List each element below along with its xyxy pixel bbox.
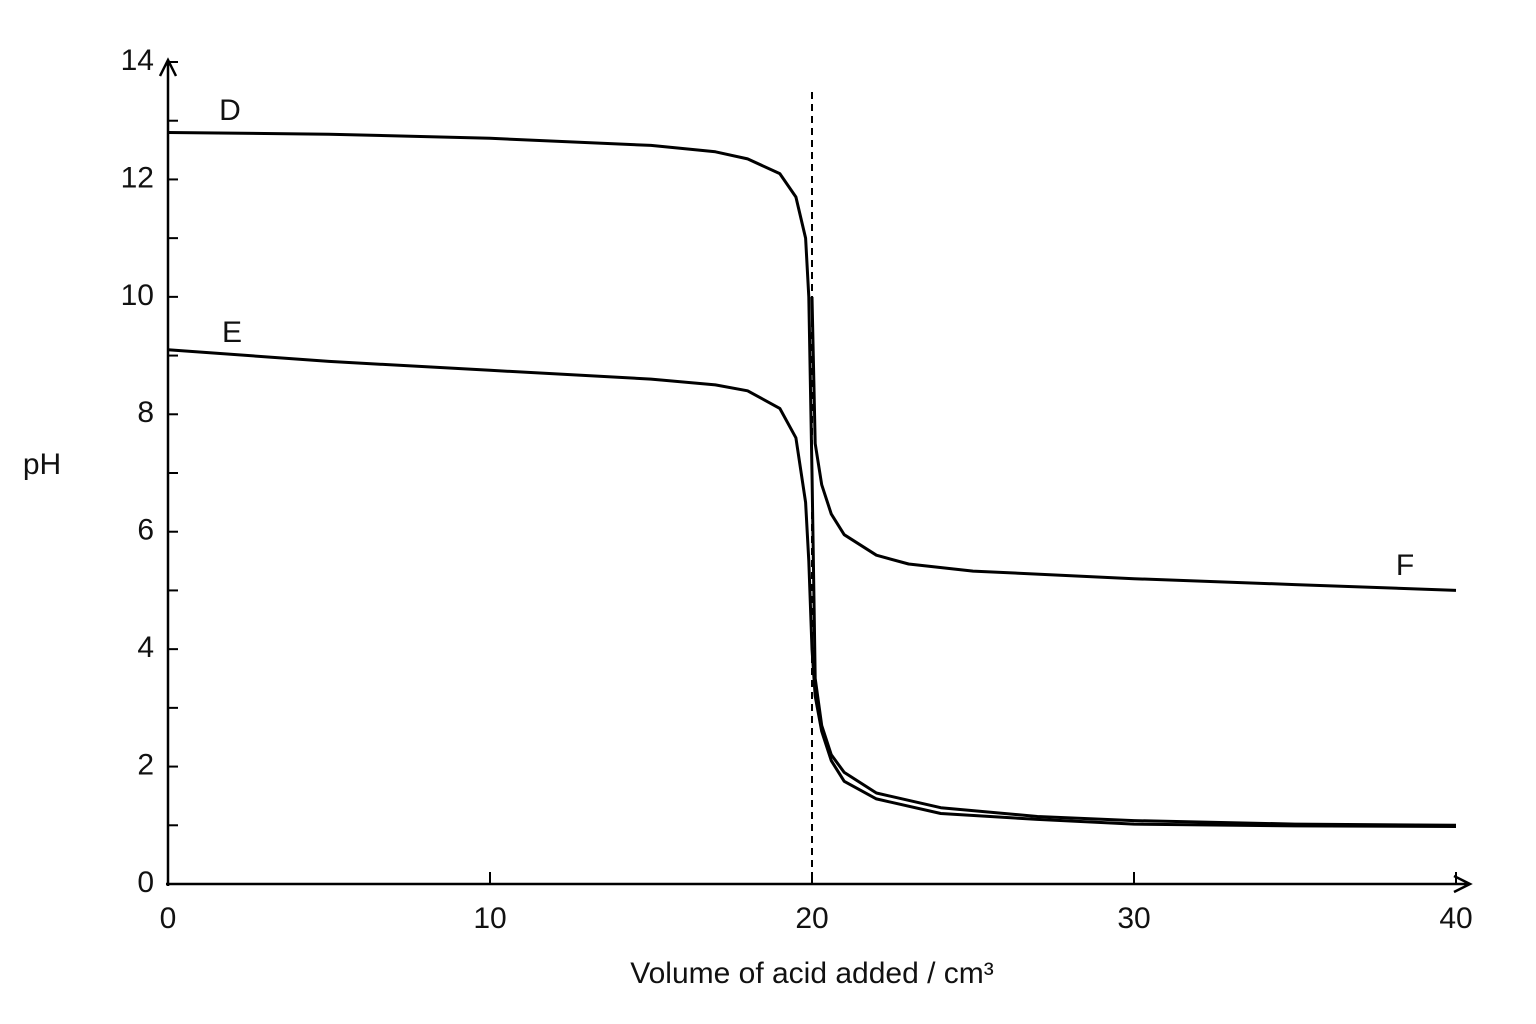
curve: [810, 296, 1457, 592]
curve: [167, 348, 1457, 828]
x-axis: [166, 874, 1473, 894]
y-axis-title: pH: [23, 448, 61, 481]
y-tick-label: 2: [137, 748, 154, 781]
y-tick-label: 4: [137, 631, 154, 664]
y-tick-label: 14: [121, 44, 154, 77]
x-tick-label: 20: [795, 902, 828, 935]
x-tick-label: 10: [473, 902, 506, 935]
y-tick-label: 0: [137, 866, 154, 899]
x-axis-title: Volume of acid added / cm³: [630, 957, 994, 990]
x-tick-label: 0: [160, 902, 177, 935]
curve-label: D: [219, 94, 241, 127]
curve-label: F: [1396, 549, 1414, 582]
x-tick-label: 30: [1117, 902, 1150, 935]
y-tick-label: 6: [137, 514, 154, 547]
y-tick-label: 10: [121, 279, 154, 312]
y-tick-label: 12: [121, 161, 154, 194]
curve-label: E: [222, 316, 242, 349]
x-tick-label: 40: [1439, 902, 1472, 935]
curve: [167, 131, 1457, 827]
y-tick-label: 8: [137, 396, 154, 429]
